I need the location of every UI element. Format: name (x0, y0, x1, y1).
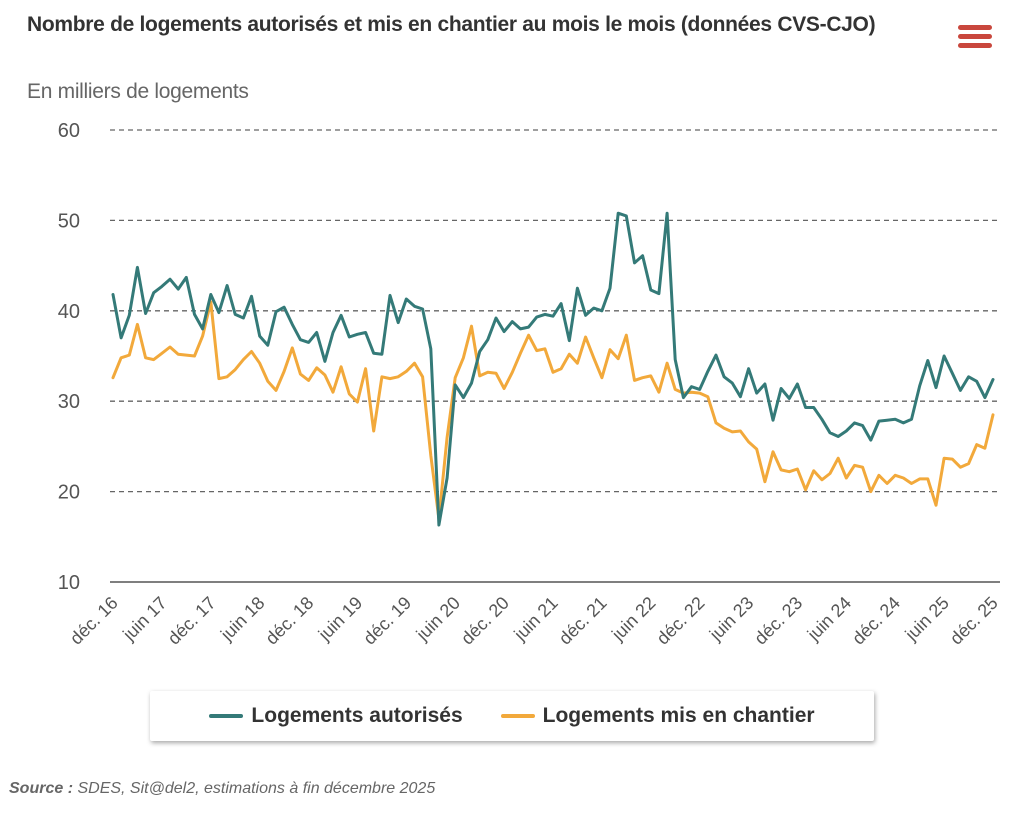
legend-swatch (500, 714, 535, 718)
legend-label: Logements autorisés (251, 704, 463, 727)
series-line-autorises (111, 211, 995, 527)
legend-swatch (209, 714, 244, 718)
legend-item-autorises[interactable]: Logements autorisés (209, 704, 463, 728)
y-tick-label: 50 (58, 210, 80, 232)
y-tick-label: 30 (58, 391, 80, 413)
y-tick-label: 20 (58, 482, 80, 504)
x-tick-label: juin 17 (118, 593, 170, 645)
legend: Logements autorisés Logements mis en cha… (150, 691, 874, 741)
x-tick-label: juin 24 (803, 593, 855, 645)
source-text: SDES, Sit@del2, estimations à fin décemb… (73, 780, 436, 797)
legend-item-mis-en-chantier[interactable]: Logements mis en chantier (500, 704, 815, 728)
x-tick-label: déc. 23 (750, 593, 806, 649)
x-tick-label: juin 25 (901, 593, 953, 645)
x-tick-label: déc. 17 (164, 593, 220, 649)
legend-label: Logements mis en chantier (542, 704, 815, 727)
y-tick-label: 40 (58, 301, 80, 323)
hamburger-menu-icon[interactable] (958, 25, 992, 51)
source-note: Source : SDES, Sit@del2, estimations à f… (9, 780, 435, 798)
x-tick-label: déc. 24 (848, 593, 904, 649)
series-line-mis-en-chantier (111, 300, 995, 521)
x-tick-label: déc. 25 (946, 593, 1002, 649)
x-tick-label: déc. 18 (261, 593, 317, 649)
x-tick-label: déc. 22 (653, 593, 709, 649)
x-tick-label: juin 18 (216, 593, 268, 645)
x-tick-label: déc. 16 (66, 593, 122, 649)
y-tick-label: 60 (58, 120, 80, 142)
x-tick-label: juin 20 (412, 593, 464, 645)
x-tick-label: déc. 21 (555, 593, 611, 649)
y-tick-label: 10 (58, 572, 80, 594)
x-tick-label: juin 21 (509, 593, 561, 645)
x-tick-label: déc. 19 (359, 593, 415, 649)
source-label: Source : (9, 780, 74, 797)
x-tick-label: juin 23 (705, 593, 757, 645)
x-tick-label: juin 19 (314, 593, 366, 645)
chart-subtitle: En milliers de logements (27, 80, 249, 103)
chart-title: Nombre de logements autorisés et mis en … (27, 13, 876, 36)
x-tick-label: déc. 20 (457, 593, 513, 649)
x-tick-label: juin 22 (607, 593, 659, 645)
